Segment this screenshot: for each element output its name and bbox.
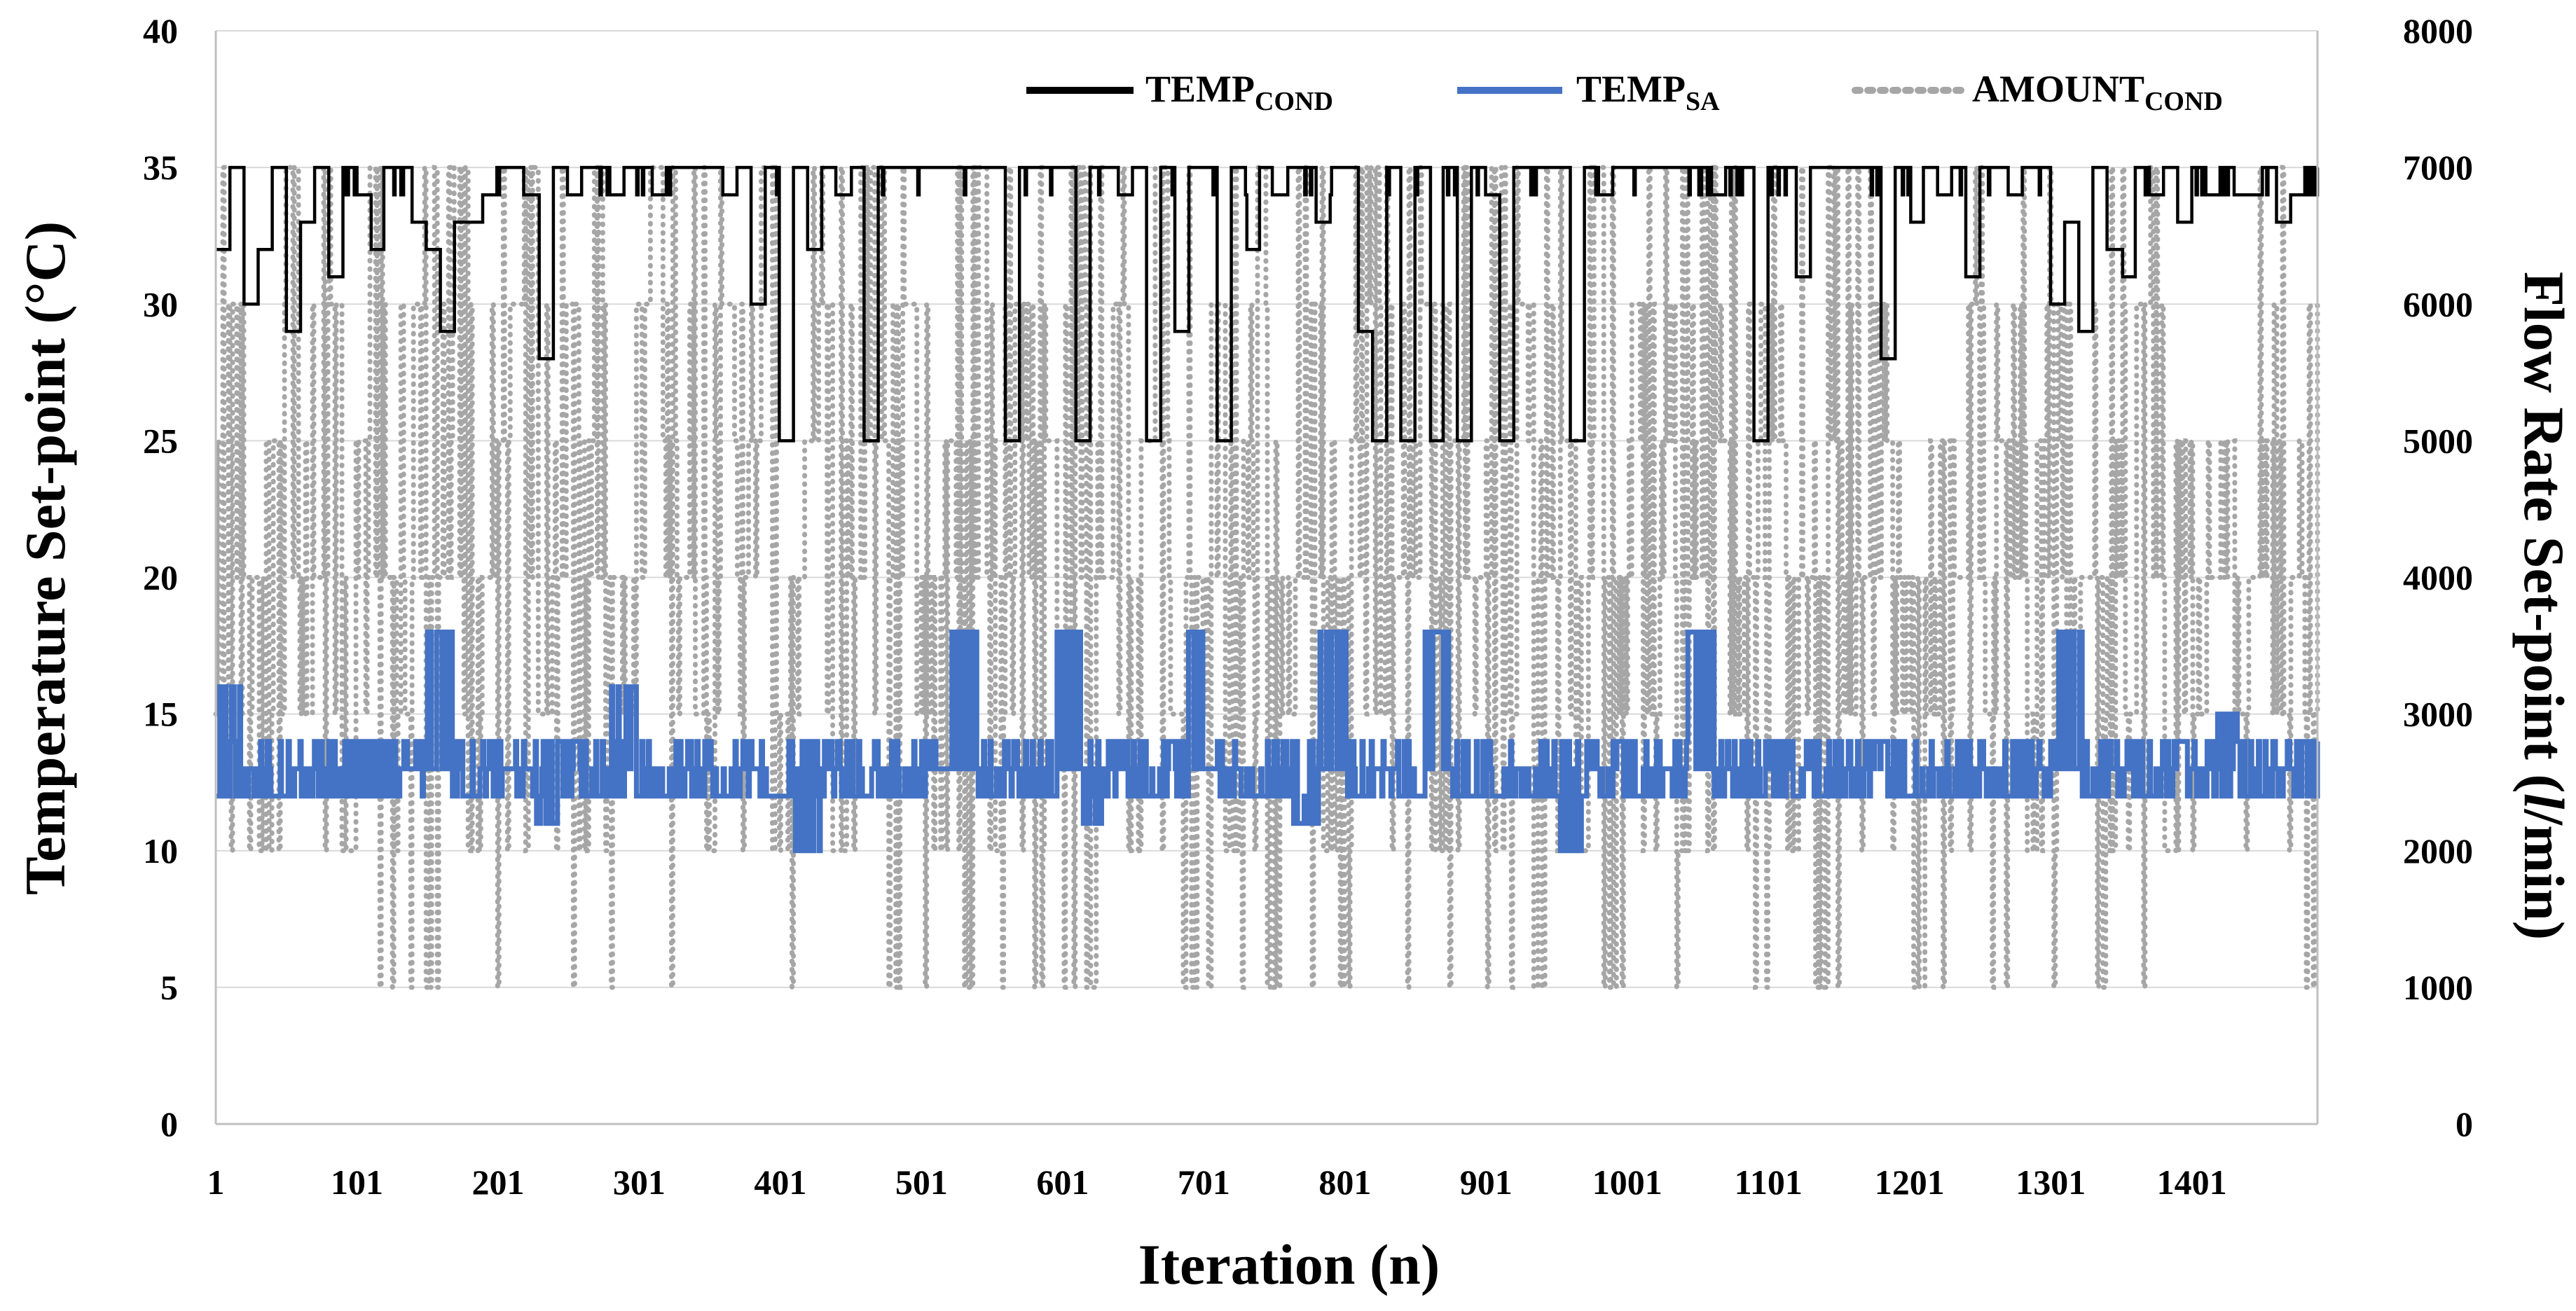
axes (214, 31, 2319, 1125)
y-right-title-suffix: /min) (2512, 808, 2576, 940)
x-tick-label: 501 (895, 1163, 948, 1202)
series-temp-sa-line (216, 630, 2320, 854)
y-right-tick-label: 7000 (2403, 148, 2473, 187)
y-left-tick-label: 5 (160, 968, 178, 1007)
y-right-tick-label: 8000 (2403, 11, 2473, 50)
legend-label-amount-cond: AMOUNTCOND (1972, 68, 2223, 116)
y-right-tick-label: 2000 (2403, 831, 2473, 870)
x-tick-label: 101 (331, 1163, 383, 1202)
x-tick-label: 301 (613, 1163, 666, 1202)
y-left-tick-label: 10 (143, 831, 178, 870)
series-layer (213, 165, 2320, 990)
x-tick-label: 1101 (1735, 1163, 1803, 1202)
x-tick-label: 1401 (2157, 1163, 2227, 1202)
y-left-tick-label: 20 (143, 558, 178, 597)
x-tick-label: 1301 (2016, 1163, 2086, 1202)
y-right-tick-label: 3000 (2403, 695, 2473, 734)
y-right-title-prefix: Flow Rate Set-point ( (2512, 272, 2576, 793)
x-tick-label: 801 (1318, 1163, 1371, 1202)
x-tick-label: 1 (207, 1163, 225, 1202)
x-tick-label: 201 (471, 1163, 524, 1202)
x-axis-title: Iteration (n) (1138, 1233, 1440, 1296)
y-left-tick-label: 15 (143, 695, 178, 734)
legend: TEMPCOND TEMPSA AMOUNTCOND (1026, 68, 2223, 116)
y-left-tick-label: 25 (143, 421, 178, 460)
legend-label-temp-cond: TEMPCOND (1145, 68, 1333, 116)
x-tick-label: 1001 (1592, 1163, 1662, 1202)
tick-labels: 0 5 10 15 20 25 30 35 40 0 1000 2000 3000 4000 5000 600… (143, 11, 2473, 1202)
y-left-axis-title: Temperature Set-point (°C) (13, 221, 77, 895)
x-tick-label: 901 (1460, 1163, 1513, 1202)
legend-label-temp-sa: TEMPSA (1576, 68, 1720, 116)
x-tick-label: 701 (1178, 1163, 1230, 1202)
y-right-tick-label: 0 (2456, 1104, 2473, 1144)
y-right-tick-label: 6000 (2403, 284, 2473, 324)
y-right-title-unit: l (2512, 793, 2576, 810)
x-tick-label: 1201 (1875, 1163, 1945, 1202)
y-left-tick-label: 0 (160, 1104, 178, 1144)
y-left-tick-label: 30 (143, 284, 178, 324)
y-right-tick-label: 1000 (2403, 968, 2473, 1007)
y-right-tick-label: 5000 (2403, 421, 2473, 460)
series-temp-cond-line (216, 165, 2320, 443)
y-right-axis-title: Flow Rate Set-point (l/min) (2512, 272, 2576, 940)
y-left-tick-label: 35 (143, 148, 178, 187)
series-amount-cond-line (213, 165, 2320, 990)
y-right-tick-label: 4000 (2403, 558, 2473, 597)
x-tick-label: 401 (754, 1163, 806, 1202)
y-left-tick-label: 40 (143, 11, 178, 50)
x-tick-label: 601 (1036, 1163, 1089, 1202)
